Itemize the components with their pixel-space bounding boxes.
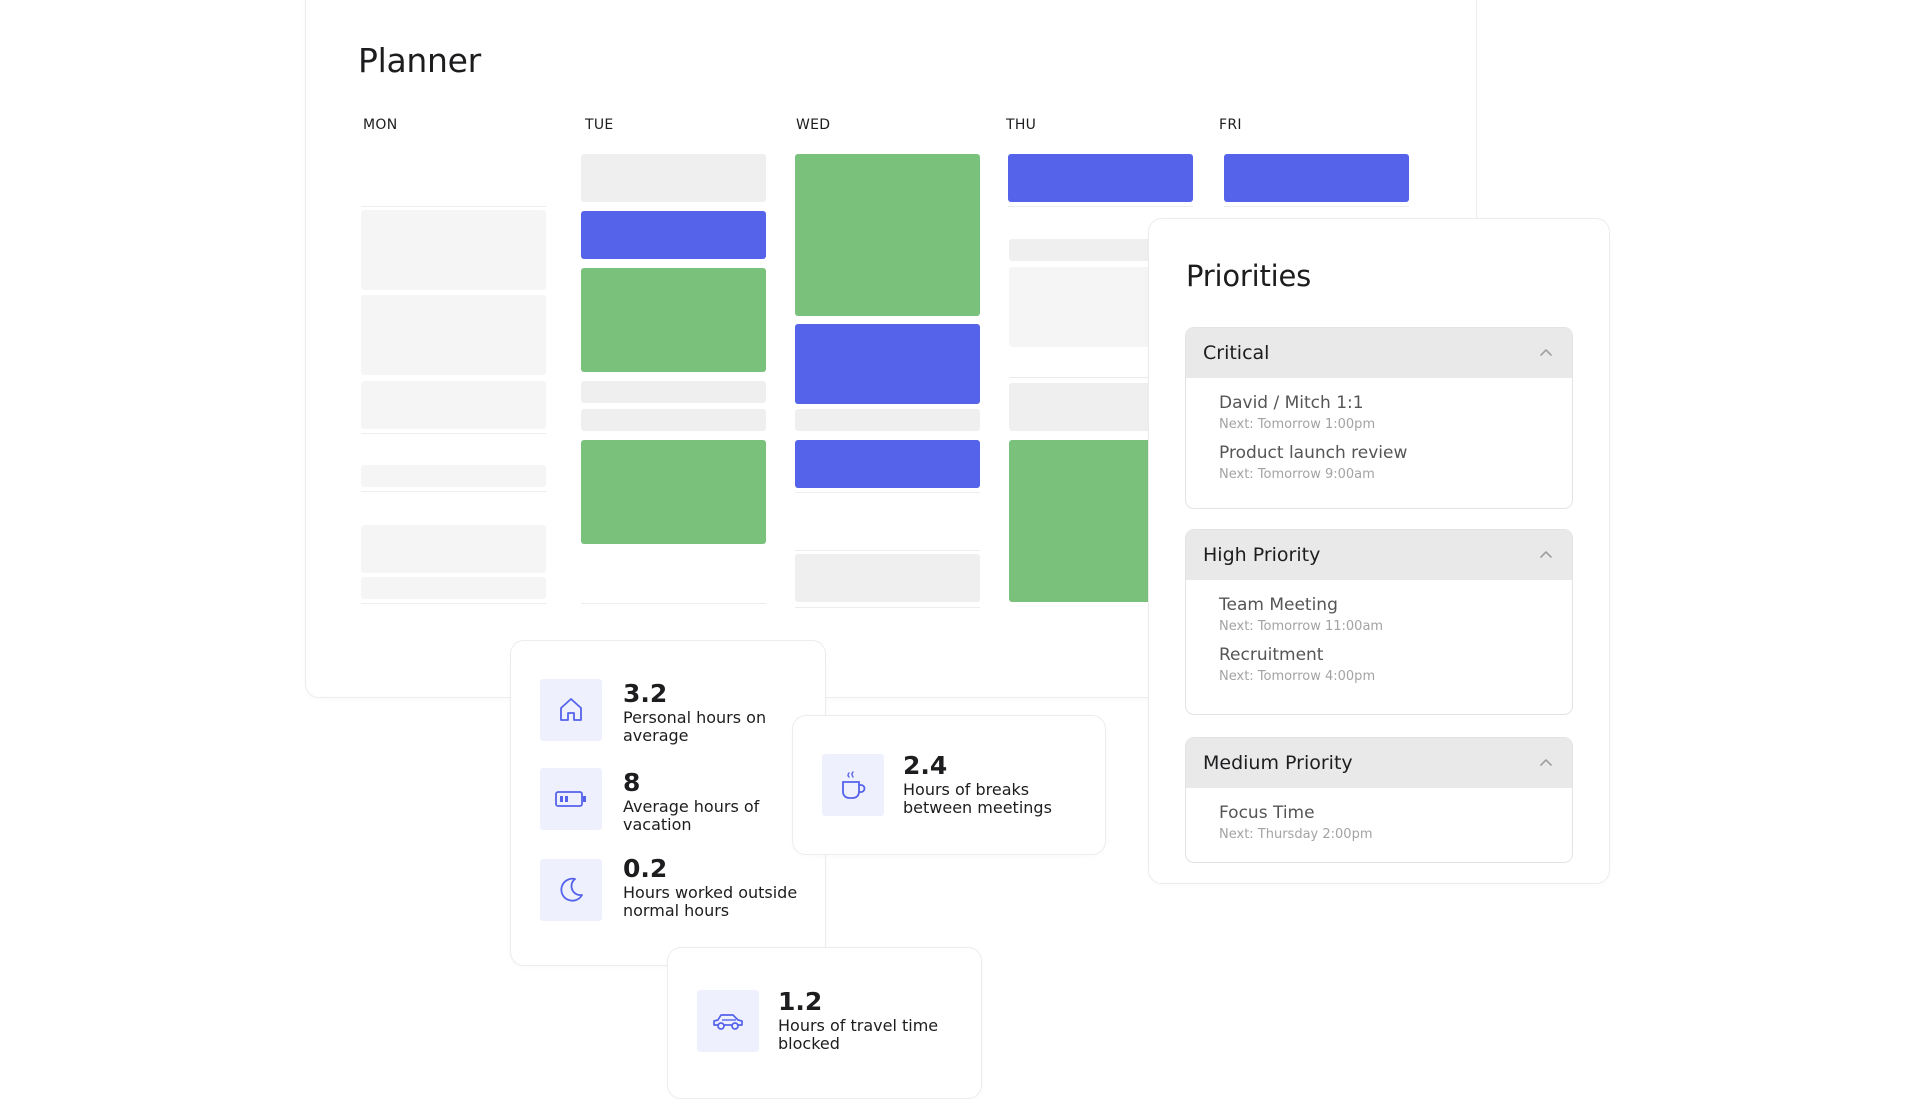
stat-label: Average hours of vacation [623,797,760,834]
priority-item-name: Focus Time [1219,803,1315,823]
stat-label: Personal hours on average [623,708,767,745]
calendar-event-focus[interactable] [581,440,766,544]
stat-value: 3.2 [623,679,668,708]
stat-label: Hours worked outside normal hours [623,883,798,920]
chevron-up-icon[interactable] [1538,345,1554,361]
day-header-fri: FRI [1219,117,1242,133]
priorities-card: Priorities Critical David / Mitch 1:1 Ne… [1148,218,1610,884]
chevron-up-icon[interactable] [1538,547,1554,563]
car-icon [697,990,759,1052]
calendar-event[interactable] [581,409,766,431]
calendar-event[interactable] [1009,239,1194,261]
priority-group-label: Critical [1203,342,1270,364]
calendar-event[interactable] [795,554,980,602]
priority-group-high: High Priority Team Meeting Next: Tomorro… [1185,529,1573,715]
calendar-event-focus[interactable] [581,268,766,372]
priorities-title: Priorities [1186,259,1312,293]
calendar-event-meeting[interactable] [795,324,980,404]
priority-item-next: Next: Tomorrow 4:00pm [1219,669,1376,684]
priority-group-medium: Medium Priority Focus Time Next: Thursda… [1185,737,1573,863]
stats-card-breaks: 2.4 Hours of breaks between meetings [792,715,1106,855]
priority-group-header[interactable]: Critical [1186,328,1572,378]
priority-item[interactable]: David / Mitch 1:1 Next: Tomorrow 1:00pm [1219,393,1375,432]
chevron-up-icon[interactable] [1538,755,1554,771]
calendar-event[interactable] [795,409,980,431]
priority-item-next: Next: Tomorrow 1:00pm [1219,417,1376,432]
priority-item[interactable]: Focus Time Next: Thursday 2:00pm [1219,803,1373,842]
calendar-event-focus[interactable] [795,154,980,316]
stat-label: Hours of travel time blocked [778,1016,939,1053]
day-header-tue: TUE [585,117,614,133]
priority-item-name: Product launch review [1219,443,1408,463]
calendar-event[interactable] [361,577,546,599]
stat-value: 8 [623,768,641,797]
stat-value: 2.4 [903,751,948,780]
priority-group-header[interactable]: Medium Priority [1186,738,1572,788]
calendar-event[interactable] [581,381,766,403]
priority-item-next: Next: Tomorrow 9:00am [1219,467,1375,482]
priority-group-label: High Priority [1203,544,1321,566]
priority-item-name: Recruitment [1219,645,1324,665]
moon-icon [540,859,602,921]
page-title: Planner [358,41,481,80]
calendar-event[interactable] [361,295,546,375]
home-icon [540,679,602,741]
calendar-event[interactable] [361,381,546,429]
day-header-wed: WED [796,117,831,133]
calendar-event-meeting[interactable] [581,211,766,259]
stat-label: Hours of breaks between meetings [903,780,1052,817]
calendar-event-meeting[interactable] [795,440,980,488]
day-header-thu: THU [1006,117,1037,133]
calendar-event-meeting[interactable] [1008,154,1193,202]
priority-group-header[interactable]: High Priority [1186,530,1572,580]
battery-icon [540,768,602,830]
priority-item-name: David / Mitch 1:1 [1219,393,1364,413]
priority-item[interactable]: Recruitment Next: Tomorrow 4:00pm [1219,645,1375,684]
calendar-event[interactable] [361,465,546,487]
day-header-mon: MON [363,117,398,133]
calendar-event-meeting[interactable] [1224,154,1409,202]
priority-group-critical: Critical David / Mitch 1:1 Next: Tomorro… [1185,327,1573,509]
calendar-event[interactable] [581,154,766,202]
stats-card-balance: 3.2 Personal hours on average 8 Average … [510,640,826,966]
priority-group-label: Medium Priority [1203,752,1353,774]
priority-item[interactable]: Product launch review Next: Tomorrow 9:0… [1219,443,1407,482]
calendar-event[interactable] [361,525,546,573]
priority-item-next: Next: Thursday 2:00pm [1219,827,1373,842]
stats-card-travel: 1.2 Hours of travel time blocked [667,947,982,1099]
priority-item-name: Team Meeting [1219,595,1338,615]
coffee-cup-icon [822,754,884,816]
stat-value: 1.2 [778,987,823,1016]
stat-value: 0.2 [623,854,668,883]
calendar-event[interactable] [361,210,546,290]
priority-item-next: Next: Tomorrow 11:00am [1219,619,1384,634]
priority-item[interactable]: Team Meeting Next: Tomorrow 11:00am [1219,595,1383,634]
